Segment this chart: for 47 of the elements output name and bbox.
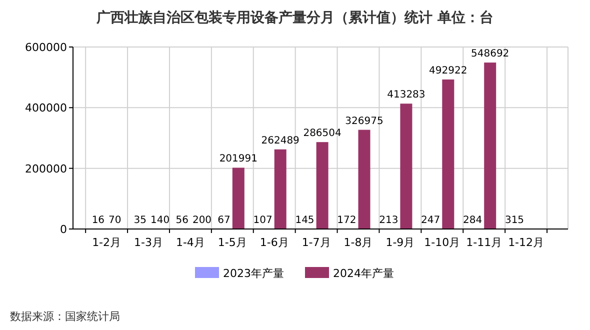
bar	[400, 104, 412, 229]
data-label: 172	[337, 214, 356, 226]
x-tick-label: 1-8月	[344, 236, 373, 249]
data-label: 56	[176, 214, 188, 226]
y-tick-label: 600000	[25, 41, 67, 54]
bar	[442, 79, 454, 229]
data-label: 262489	[261, 135, 300, 146]
bar	[484, 62, 496, 229]
y-tick-label: 0	[60, 223, 67, 236]
title: 广西壮族自治区包装专用设备产量分月（累计值）统计 单位：台	[96, 10, 494, 26]
x-tick-label: 1-12月	[508, 236, 544, 249]
data-label: 247	[421, 214, 440, 226]
data-label: 492922	[429, 65, 468, 76]
bar	[358, 130, 370, 229]
data-label: 67	[218, 214, 230, 226]
data-label: 315	[504, 214, 524, 226]
x-tick-label: 1-6月	[260, 236, 289, 249]
data-label: 413283	[387, 90, 426, 101]
legend-label: 2024年产量	[333, 267, 394, 280]
data-label: 284	[463, 214, 482, 226]
y-tick-label: 200000	[25, 162, 67, 176]
data-label: 16	[92, 214, 105, 226]
x-tick-label: 1-3月	[134, 236, 163, 249]
legend-label: 2023年产量	[223, 267, 284, 280]
x-tick-label: 1-5月	[218, 236, 247, 249]
data-label: 140	[150, 214, 170, 226]
x-tick-label: 1-11月	[466, 236, 502, 249]
data-label: 201991	[219, 154, 258, 165]
x-tick-label: 1-7月	[302, 236, 331, 249]
data-label: 213	[379, 214, 398, 226]
data-label: 145	[295, 214, 314, 226]
x-tick-label: 1-9月	[386, 236, 415, 249]
bar	[316, 142, 328, 229]
data-label: 286504	[303, 128, 342, 140]
data-label: 200	[192, 214, 212, 226]
bar	[232, 168, 244, 229]
y-tick-label: 400000	[25, 102, 67, 115]
x-tick-label: 1-2月	[92, 236, 122, 249]
source-note: 数据来源：国家统计局	[10, 310, 120, 323]
x-tick-label: 1-4月	[176, 236, 205, 249]
data-label: 326975	[345, 116, 384, 127]
data-label: 70	[108, 214, 122, 226]
data-label: 107	[253, 214, 272, 226]
data-label: 548692	[471, 48, 510, 60]
bar	[274, 149, 286, 229]
x-tick-label: 1-10月	[424, 236, 460, 249]
data-label: 35	[134, 214, 147, 226]
